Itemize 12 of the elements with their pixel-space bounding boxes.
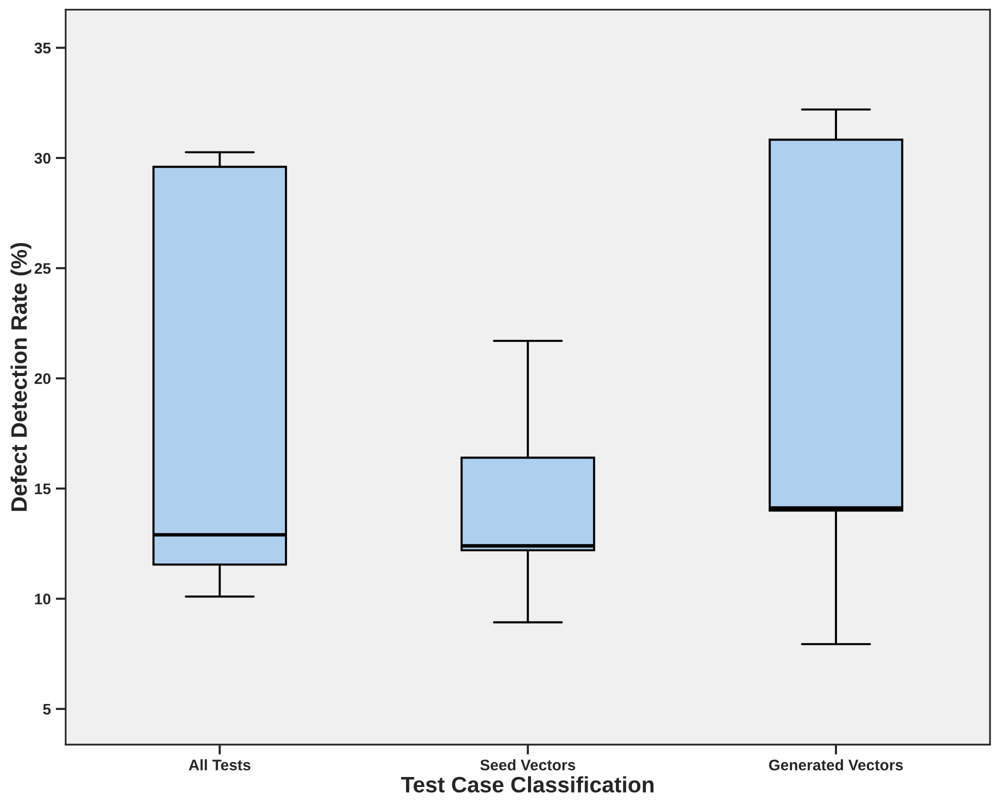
y-tick-label: 35 bbox=[34, 42, 51, 54]
y-tick-label: 5 bbox=[43, 704, 51, 715]
y-tick-label: 15 bbox=[35, 484, 51, 494]
x-tick-label: Seed Vectors bbox=[480, 759, 576, 770]
y-axis-title: Defect Detection Rate (%) bbox=[10, 243, 32, 511]
x-tick-label: All Tests bbox=[188, 759, 250, 770]
y-tick-label: 30 bbox=[34, 152, 50, 164]
x-tick-label: Generated Vectors bbox=[769, 759, 903, 770]
y-tick-label: 10 bbox=[35, 594, 50, 604]
x-axis-title: Test Case Classification bbox=[401, 776, 654, 793]
y-tick-label: 25 bbox=[34, 263, 51, 274]
y-tick-label: 20 bbox=[34, 373, 50, 384]
